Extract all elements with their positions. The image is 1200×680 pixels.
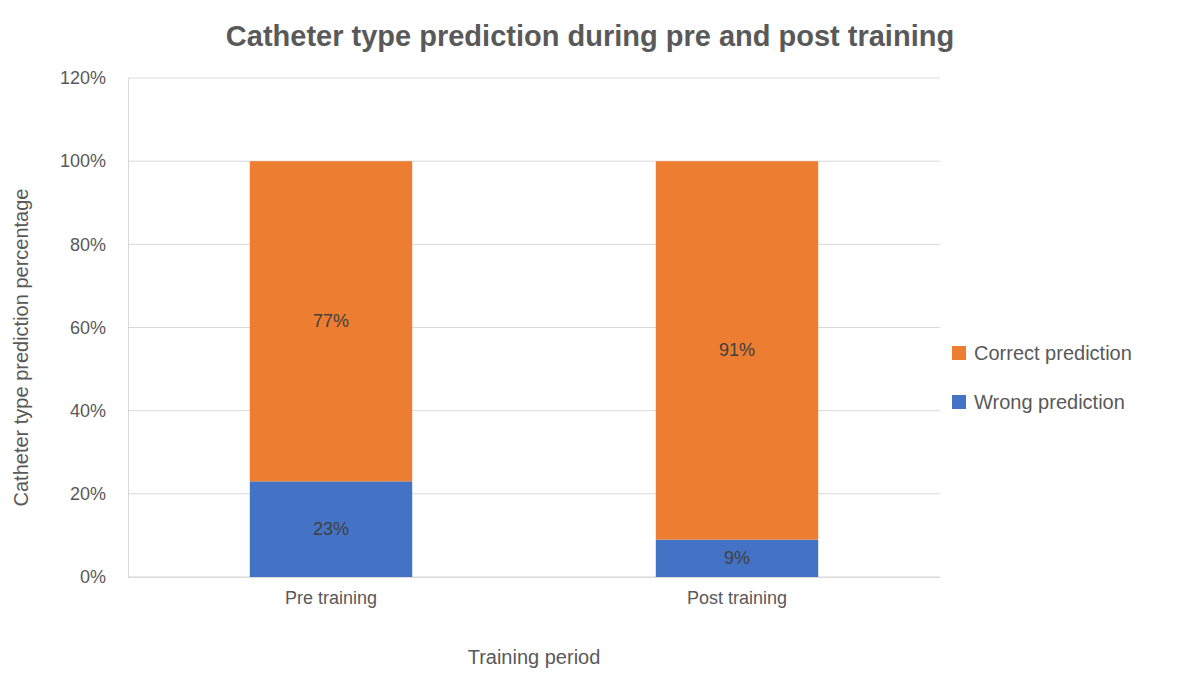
grid-line (128, 78, 940, 79)
legend-swatch (952, 346, 966, 360)
y-tick-label: 100% (60, 151, 106, 171)
x-tick-label: Post training (687, 588, 787, 608)
grid (128, 78, 940, 577)
legend: Correct prediction Wrong prediction (952, 342, 1132, 413)
bar (656, 540, 818, 577)
x-tick: Post training (687, 577, 787, 608)
bar (656, 161, 818, 539)
bar (250, 161, 412, 481)
x-axis-line (129, 577, 941, 578)
y-tick: 100% (60, 151, 128, 171)
bars (250, 161, 818, 577)
title: Catheter type prediction during pre and … (226, 20, 954, 52)
y-tick: 60% (70, 318, 128, 338)
y-tick-label: 80% (70, 235, 106, 255)
bar (250, 481, 412, 577)
y-axis: 0% 20% 40% 60% 80% 100% 120% (60, 68, 129, 587)
data-label: 91% (719, 340, 755, 360)
data-labels: 23% 9% 77% 91% (313, 311, 755, 568)
x-axis-title: Training period (468, 646, 601, 668)
y-tick-label: 60% (70, 318, 106, 338)
data-label: 23% (313, 519, 349, 539)
chart: 0% 20% 40% 60% 80% 100% 120% Pre training Post t… (0, 0, 1200, 680)
y-tick-label: 120% (60, 68, 106, 88)
y-tick: 80% (70, 235, 128, 255)
x-axis: Pre training Post training (129, 577, 941, 608)
data-label: 77% (313, 311, 349, 331)
y-axis-line (128, 79, 129, 578)
y-tick-label: 0% (80, 567, 106, 587)
y-axis-title: Catheter type prediction percentage (10, 189, 32, 507)
x-tick-label: Pre training (285, 588, 377, 608)
y-tick: 0% (80, 567, 128, 587)
y-tick: 120% (60, 68, 128, 88)
x-tick: Pre training (285, 577, 377, 608)
y-tick-label: 40% (70, 401, 106, 421)
y-tick-label: 20% (70, 484, 106, 504)
y-tick: 20% (70, 484, 128, 504)
legend-label: Correct prediction (974, 342, 1132, 364)
y-tick: 40% (70, 401, 128, 421)
data-label: 9% (724, 548, 750, 568)
legend-label: Wrong prediction (974, 391, 1125, 413)
legend-swatch (952, 395, 966, 409)
